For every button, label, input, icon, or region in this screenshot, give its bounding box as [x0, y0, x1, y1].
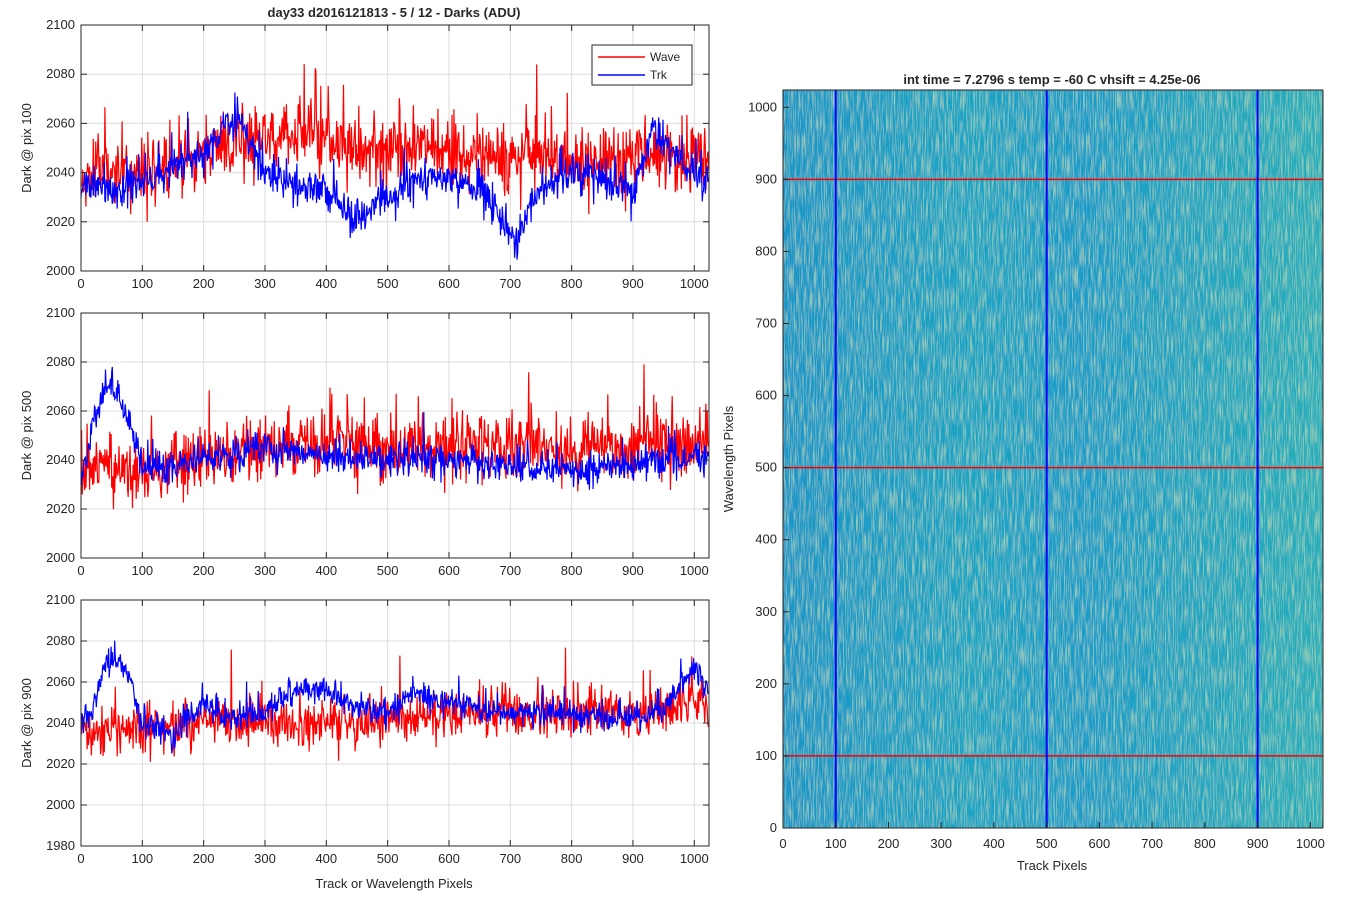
heatmap-y-axis-label: Wavelength Pixels [721, 405, 736, 512]
series-line-trk [81, 92, 709, 260]
x-tick-label: 800 [1194, 836, 1216, 851]
y-tick-label: 2020 [46, 501, 75, 516]
y-tick-label: 2000 [46, 263, 75, 278]
y-tick-label: 700 [755, 316, 777, 331]
x-tick-label: 100 [131, 276, 153, 291]
x-tick-label: 700 [499, 276, 521, 291]
y-tick-label: 0 [770, 820, 777, 835]
y-tick-label: 2080 [46, 633, 75, 648]
x-tick-label: 800 [561, 851, 583, 866]
x-tick-label: 300 [254, 851, 276, 866]
y-tick-label: 200 [755, 676, 777, 691]
left-x-axis-label: Track or Wavelength Pixels [315, 876, 473, 891]
axes-box [80, 312, 710, 559]
x-tick-label: 900 [622, 851, 644, 866]
x-tick-label: 600 [438, 563, 460, 578]
x-tick-label: 1000 [680, 851, 709, 866]
x-tick-label: 200 [193, 563, 215, 578]
x-tick-label: 400 [315, 563, 337, 578]
y-axis-label: Dark @ pix 500 [19, 391, 34, 481]
x-tick-label: 100 [825, 836, 847, 851]
y-tick-label: 2060 [46, 403, 75, 418]
x-tick-label: 0 [77, 276, 84, 291]
x-tick-label: 1000 [680, 276, 709, 291]
x-tick-label: 600 [438, 276, 460, 291]
chart-dark-pix-500: 0 100 200 300 400 500 600 700 800 900 1000 2000 2020… [19, 305, 710, 578]
y-tick-label: 2080 [46, 354, 75, 369]
x-tick-label: 1000 [1296, 836, 1325, 851]
heatmap-title: int time = 7.2796 s temp = -60 C vhsift … [903, 72, 1200, 87]
y-tick-label: 2100 [46, 592, 75, 607]
x-tick-label: 500 [1036, 836, 1058, 851]
x-tick-label: 700 [499, 563, 521, 578]
x-tick-label: 300 [254, 563, 276, 578]
x-tick-label: 800 [561, 563, 583, 578]
heatmap-x-axis-label: Track Pixels [1017, 858, 1088, 873]
y-axis-label: Dark @ pix 100 [19, 103, 34, 193]
y-tick-label: 1000 [748, 99, 777, 114]
y-tick-label: 400 [755, 532, 777, 547]
series-line-wave [81, 64, 709, 222]
x-tick-label: 700 [499, 851, 521, 866]
y-tick-label: 2100 [46, 305, 75, 320]
x-tick-label: 600 [438, 851, 460, 866]
legend-entry-trk: Trk [650, 68, 668, 82]
x-tick-label: 100 [131, 851, 153, 866]
x-tick-label: 0 [779, 836, 786, 851]
x-tick-label: 800 [561, 276, 583, 291]
x-tick-label: 400 [315, 851, 337, 866]
x-tick-label: 900 [1247, 836, 1269, 851]
series-line-trk [81, 366, 709, 490]
heatmap-axes-box [782, 89, 1324, 829]
x-tick-label: 0 [77, 563, 84, 578]
y-tick-label: 2060 [46, 115, 75, 130]
y-tick-label: 2040 [46, 452, 75, 467]
x-tick-label: 200 [193, 851, 215, 866]
y-tick-label: 100 [755, 748, 777, 763]
heatmap-dark-frame: 0 100 200 300 400 500 600 700 800 900 1000 0 100 200 3… [748, 89, 1325, 851]
y-tick-label: 800 [755, 243, 777, 258]
plot-area [81, 313, 709, 558]
y-axis-label: Dark @ pix 900 [19, 678, 34, 768]
y-tick-label: 500 [755, 460, 777, 475]
x-tick-label: 700 [1141, 836, 1163, 851]
x-tick-label: 200 [193, 276, 215, 291]
y-tick-label: 2000 [46, 797, 75, 812]
x-tick-label: 900 [622, 276, 644, 291]
x-tick-label: 0 [77, 851, 84, 866]
y-tick-label: 300 [755, 604, 777, 619]
legend-entry-wave: Wave [650, 50, 681, 64]
series-line-trk [81, 640, 709, 754]
x-tick-label: 500 [377, 851, 399, 866]
x-tick-label: 200 [878, 836, 900, 851]
x-tick-label: 100 [131, 563, 153, 578]
chart-dark-pix-900: 0 100 200 300 400 500 600 700 800 900 1000 1980 2000… [19, 592, 710, 866]
y-tick-label: 2080 [46, 66, 75, 81]
x-tick-label: 400 [983, 836, 1005, 851]
y-tick-label: 2020 [46, 756, 75, 771]
y-tick-label: 2060 [46, 674, 75, 689]
x-tick-label: 500 [377, 276, 399, 291]
y-tick-label: 2020 [46, 214, 75, 229]
legend: Wave Trk [591, 44, 693, 86]
y-tick-label: 2100 [46, 17, 75, 32]
y-tick-label: 2040 [46, 715, 75, 730]
x-tick-label: 300 [930, 836, 952, 851]
heatmap-image [783, 90, 1323, 828]
left-figure-title: day33 d2016121813 - 5 / 12 - Darks (ADU) [268, 5, 521, 20]
x-tick-label: 500 [377, 563, 399, 578]
x-tick-label: 400 [315, 276, 337, 291]
y-tick-label: 900 [755, 171, 777, 186]
x-tick-label: 900 [622, 563, 644, 578]
x-tick-label: 300 [254, 276, 276, 291]
axes-box [80, 24, 710, 272]
y-tick-label: 2000 [46, 550, 75, 565]
x-tick-label: 1000 [680, 563, 709, 578]
y-tick-label: 600 [755, 388, 777, 403]
x-tick-label: 600 [1089, 836, 1111, 851]
y-tick-label: 1980 [46, 838, 75, 853]
y-tick-label: 2040 [46, 165, 75, 180]
